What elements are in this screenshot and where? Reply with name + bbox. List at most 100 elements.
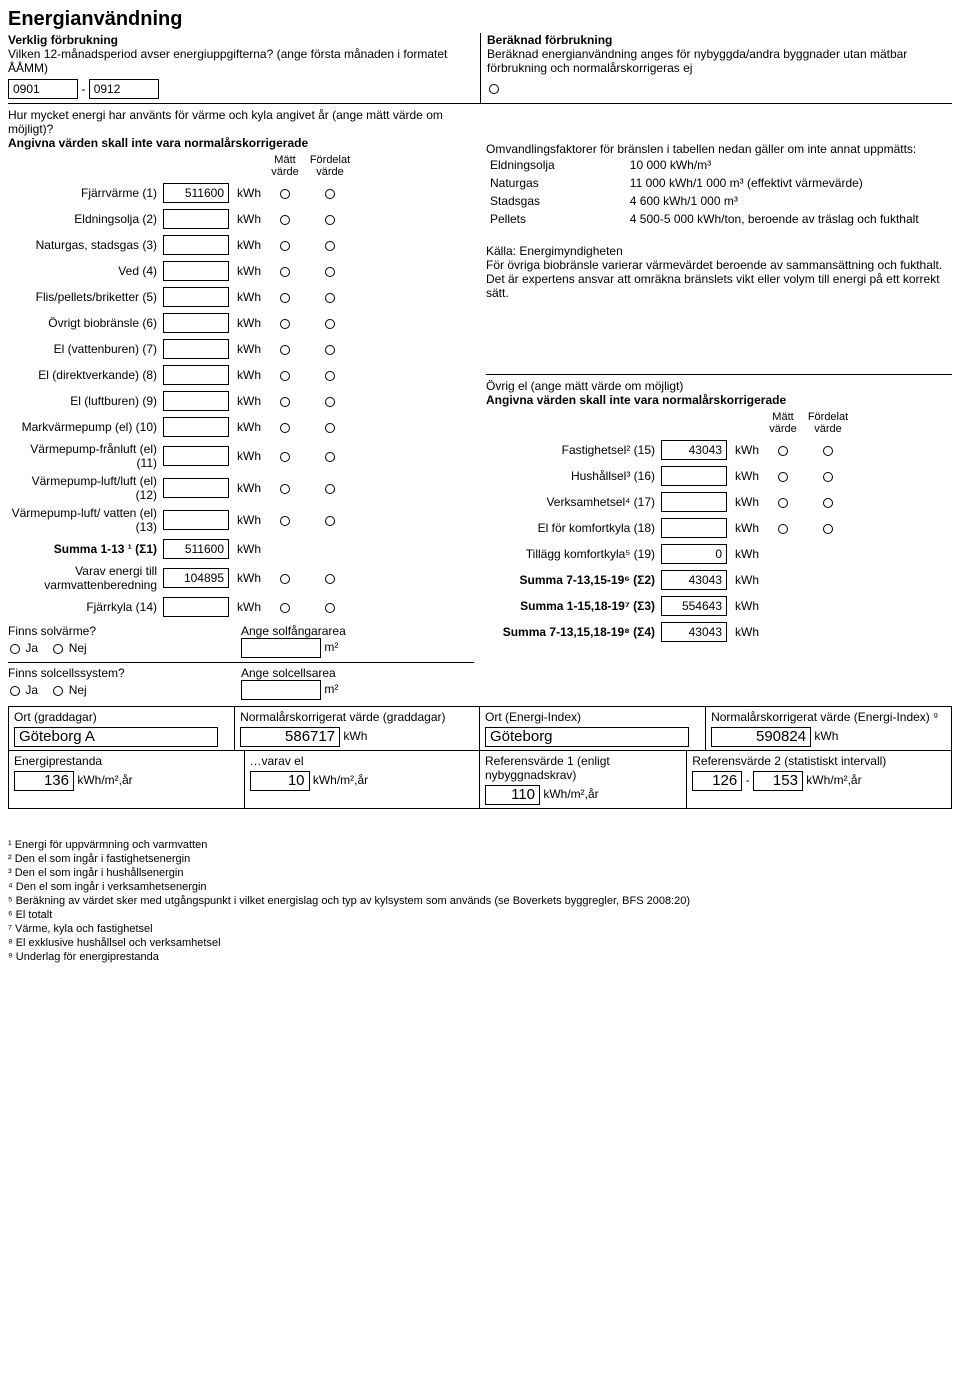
- elrow-r2[interactable]: [823, 498, 833, 508]
- left-sub2: Vilken 12-månadsperiod avser energiuppgi…: [8, 47, 474, 75]
- summa2-lbl: Summa 7-13,15-19⁶ (Σ2): [486, 573, 661, 587]
- erow-r1[interactable]: [280, 319, 290, 329]
- elrow-unit: kWh: [731, 495, 763, 509]
- erow-val[interactable]: [163, 261, 229, 281]
- period-from-input[interactable]: [8, 79, 78, 99]
- erow-unit: kWh: [233, 513, 265, 527]
- erow-r1[interactable]: [280, 371, 290, 381]
- elrow-r2[interactable]: [823, 472, 833, 482]
- erow-unit: kWh: [233, 342, 265, 356]
- conv-k: Naturgas: [486, 174, 626, 192]
- elrow-val[interactable]: [661, 518, 727, 538]
- erow-r1[interactable]: [280, 267, 290, 277]
- solc-area[interactable]: [241, 680, 321, 700]
- elrow-r1[interactable]: [778, 524, 788, 534]
- fk-r1[interactable]: [280, 603, 290, 613]
- solc-nej[interactable]: [53, 686, 63, 696]
- varav-lbl: Varav energi till varmvattenberedning: [8, 564, 163, 592]
- col-ford: Fördelat värde: [305, 154, 355, 178]
- elrow-unit: kWh: [731, 443, 763, 457]
- elrow-r1[interactable]: [778, 446, 788, 456]
- solv-area[interactable]: [241, 638, 321, 658]
- erow-unit: kWh: [233, 212, 265, 226]
- erow-val[interactable]: [163, 391, 229, 411]
- erow-r2[interactable]: [325, 293, 335, 303]
- erow-r2[interactable]: [325, 397, 335, 407]
- erow-val[interactable]: [163, 510, 229, 530]
- erow-r1[interactable]: [280, 423, 290, 433]
- erow-lbl: El (direktverkande) (8): [8, 368, 163, 382]
- erow-val[interactable]: [163, 365, 229, 385]
- ref2a-val: 126: [692, 771, 742, 791]
- varavel-unit: kWh/m²,år: [313, 773, 368, 787]
- fk-r2[interactable]: [325, 603, 335, 613]
- period-to-input[interactable]: [89, 79, 159, 99]
- erow-r1[interactable]: [280, 189, 290, 199]
- ref1-unit: kWh/m²,år: [543, 787, 598, 801]
- erow-r1[interactable]: [280, 215, 290, 225]
- erow-val[interactable]: 511600: [163, 183, 229, 203]
- fjarrkyla-val[interactable]: [163, 597, 229, 617]
- footnote: ⁷ Värme, kyla och fastighetsel: [8, 923, 952, 935]
- erow-r2[interactable]: [325, 215, 335, 225]
- erow-unit: kWh: [233, 264, 265, 278]
- erow-unit: kWh: [233, 238, 265, 252]
- erow-r1[interactable]: [280, 484, 290, 494]
- solv-nej-lbl: Nej: [69, 641, 87, 655]
- erow-r2[interactable]: [325, 189, 335, 199]
- solc-ja-lbl: Ja: [25, 683, 38, 697]
- elrow-r1[interactable]: [778, 472, 788, 482]
- elrow-val[interactable]: [661, 466, 727, 486]
- solc-ja[interactable]: [10, 686, 20, 696]
- erow-r1[interactable]: [280, 452, 290, 462]
- ort-grad[interactable]: Göteborg A: [14, 727, 218, 747]
- conv-v: 4 500-5 000 kWh/ton, beroende av träslag…: [626, 210, 952, 228]
- ep-unit: kWh/m²,år: [77, 773, 132, 787]
- erow-r2[interactable]: [325, 423, 335, 433]
- solv-ja[interactable]: [10, 644, 20, 654]
- erow-r2[interactable]: [325, 241, 335, 251]
- erow-val[interactable]: [163, 235, 229, 255]
- norm-ei-lbl: Normalårskorrigerat värde (Energi-Index)…: [711, 710, 946, 724]
- erow-r2[interactable]: [325, 345, 335, 355]
- varav-val[interactable]: 104895: [163, 568, 229, 588]
- erow-r1[interactable]: [280, 516, 290, 526]
- erow-r2[interactable]: [325, 319, 335, 329]
- ort-grad-lbl: Ort (graddagar): [14, 710, 229, 724]
- erow-r1[interactable]: [280, 241, 290, 251]
- ref2-lbl: Referensvärde 2 (statistiskt intervall): [692, 754, 946, 768]
- elrow-r2[interactable]: [823, 446, 833, 456]
- elrow-r2[interactable]: [823, 524, 833, 534]
- varav-r2[interactable]: [325, 574, 335, 584]
- erow-r1[interactable]: [280, 397, 290, 407]
- erow-r2[interactable]: [325, 452, 335, 462]
- summa2-unit: kWh: [731, 573, 763, 587]
- elrow-val[interactable]: 43043: [661, 440, 727, 460]
- erow-r2[interactable]: [325, 267, 335, 277]
- erow-r1[interactable]: [280, 293, 290, 303]
- varav-r1[interactable]: [280, 574, 290, 584]
- elrow-r1[interactable]: [778, 498, 788, 508]
- col-matt: Mätt värde: [265, 154, 305, 178]
- erow-val[interactable]: [163, 209, 229, 229]
- erow-val[interactable]: [163, 446, 229, 466]
- erow-r2[interactable]: [325, 516, 335, 526]
- right-sub2: Beräknad energianvändning anges för nyby…: [487, 47, 952, 75]
- varavel-lbl: …varav el: [250, 754, 475, 768]
- erow-lbl: Naturgas, stadsgas (3): [8, 238, 163, 252]
- erow-val[interactable]: [163, 287, 229, 307]
- solv-nej[interactable]: [53, 644, 63, 654]
- erow-r2[interactable]: [325, 371, 335, 381]
- erow-val[interactable]: [163, 417, 229, 437]
- erow-r1[interactable]: [280, 345, 290, 355]
- erow-r2[interactable]: [325, 484, 335, 494]
- erow-val[interactable]: [163, 478, 229, 498]
- ort-ei[interactable]: Göteborg: [485, 727, 689, 747]
- elrow-val[interactable]: [661, 492, 727, 512]
- elrow-lbl: Hushållsel³ (16): [486, 469, 661, 483]
- ovrig-el-h2: Angivna värden skall inte vara normalårs…: [486, 393, 952, 407]
- varavel-val: 10: [250, 771, 310, 791]
- erow-val[interactable]: [163, 339, 229, 359]
- erow-val[interactable]: [163, 313, 229, 333]
- calc-radio[interactable]: [489, 84, 499, 94]
